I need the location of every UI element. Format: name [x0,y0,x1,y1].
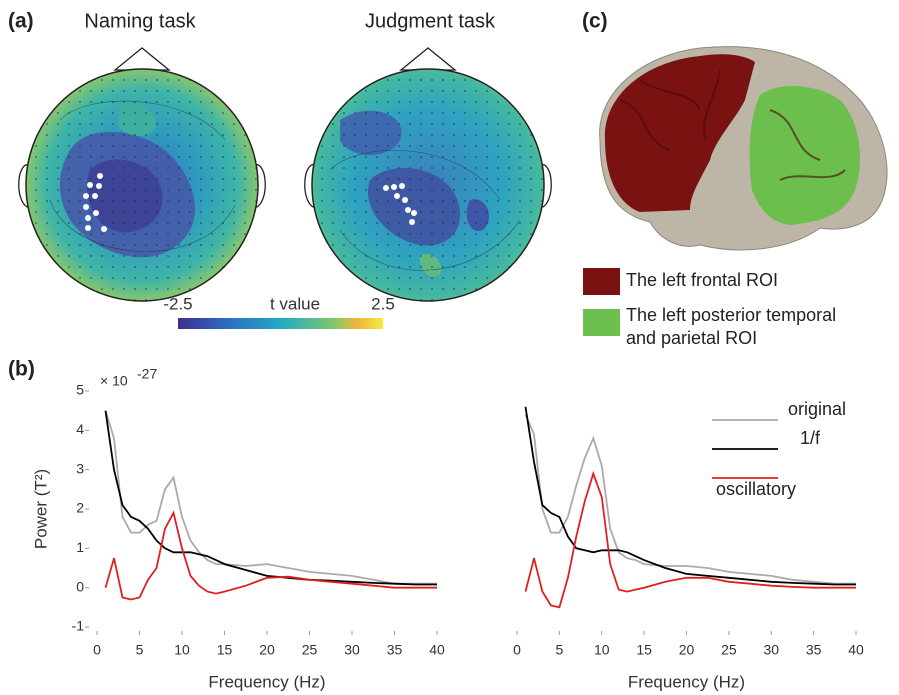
panel-label: (c) [582,10,608,33]
x-tick-label: 25 [302,642,318,658]
y-scale-exponent: -27 [137,366,157,382]
x-tick-label: 40 [848,642,864,658]
panel-label: (a) [8,10,34,33]
y-axis-label: Power (T²) [31,469,50,549]
legend-label: original [788,399,846,419]
topomap [18,47,266,302]
y-tick-label: 1 [76,539,84,555]
x-tick-label: 30 [344,642,360,658]
legend-label: oscillatory [716,479,796,499]
x-axis-label: Frequency (Hz) [628,672,745,691]
x-tick-label: 35 [387,642,403,658]
roi-label: The left posterior temporal [626,305,836,325]
y-tick-label: 4 [76,421,84,437]
roi-swatch [583,268,620,295]
y-tick-label: 0 [76,578,84,594]
topomap-title: Naming task [84,10,196,32]
roi-swatch [583,309,620,336]
x-tick-label: 25 [721,642,737,658]
x-tick-label: 0 [513,642,521,658]
y-tick-label: 3 [76,460,84,476]
y-tick-label: 2 [76,500,84,516]
series-line [104,410,437,585]
y-tick-label: -1 [72,618,85,634]
brain-illustration [599,46,888,251]
colorbar [178,318,383,329]
series-line [104,410,437,586]
series-line [104,510,437,601]
x-tick-label: 10 [594,642,610,658]
x-axis-label: Frequency (Hz) [208,672,325,691]
x-tick-label: 20 [679,642,695,658]
x-tick-label: 5 [136,642,144,658]
x-tick-label: 5 [555,642,563,658]
y-scale-label: × 10 [100,373,128,389]
colorbar-label: t value [270,294,320,313]
topomap [304,47,552,302]
x-tick-label: 15 [636,642,652,658]
series-line [524,470,856,609]
roi-label: The left frontal ROI [626,270,778,290]
x-tick-label: 30 [763,642,779,658]
x-tick-label: 35 [806,642,822,658]
colorbar-tick-label: -2.5 [163,294,192,313]
series-line [524,406,856,586]
series-line [524,414,856,585]
y-tick-label: 5 [76,382,84,398]
colorbar-tick-label: 2.5 [371,294,395,313]
topomap-title: Judgment task [365,10,496,32]
x-tick-label: 10 [174,642,190,658]
x-tick-label: 40 [429,642,445,658]
x-tick-label: 20 [259,642,275,658]
roi-label: and parietal ROI [626,328,757,348]
legend-label: 1/f [800,428,821,448]
x-tick-label: 0 [93,642,101,658]
x-tick-label: 15 [217,642,233,658]
panel-label: (b) [8,358,35,381]
